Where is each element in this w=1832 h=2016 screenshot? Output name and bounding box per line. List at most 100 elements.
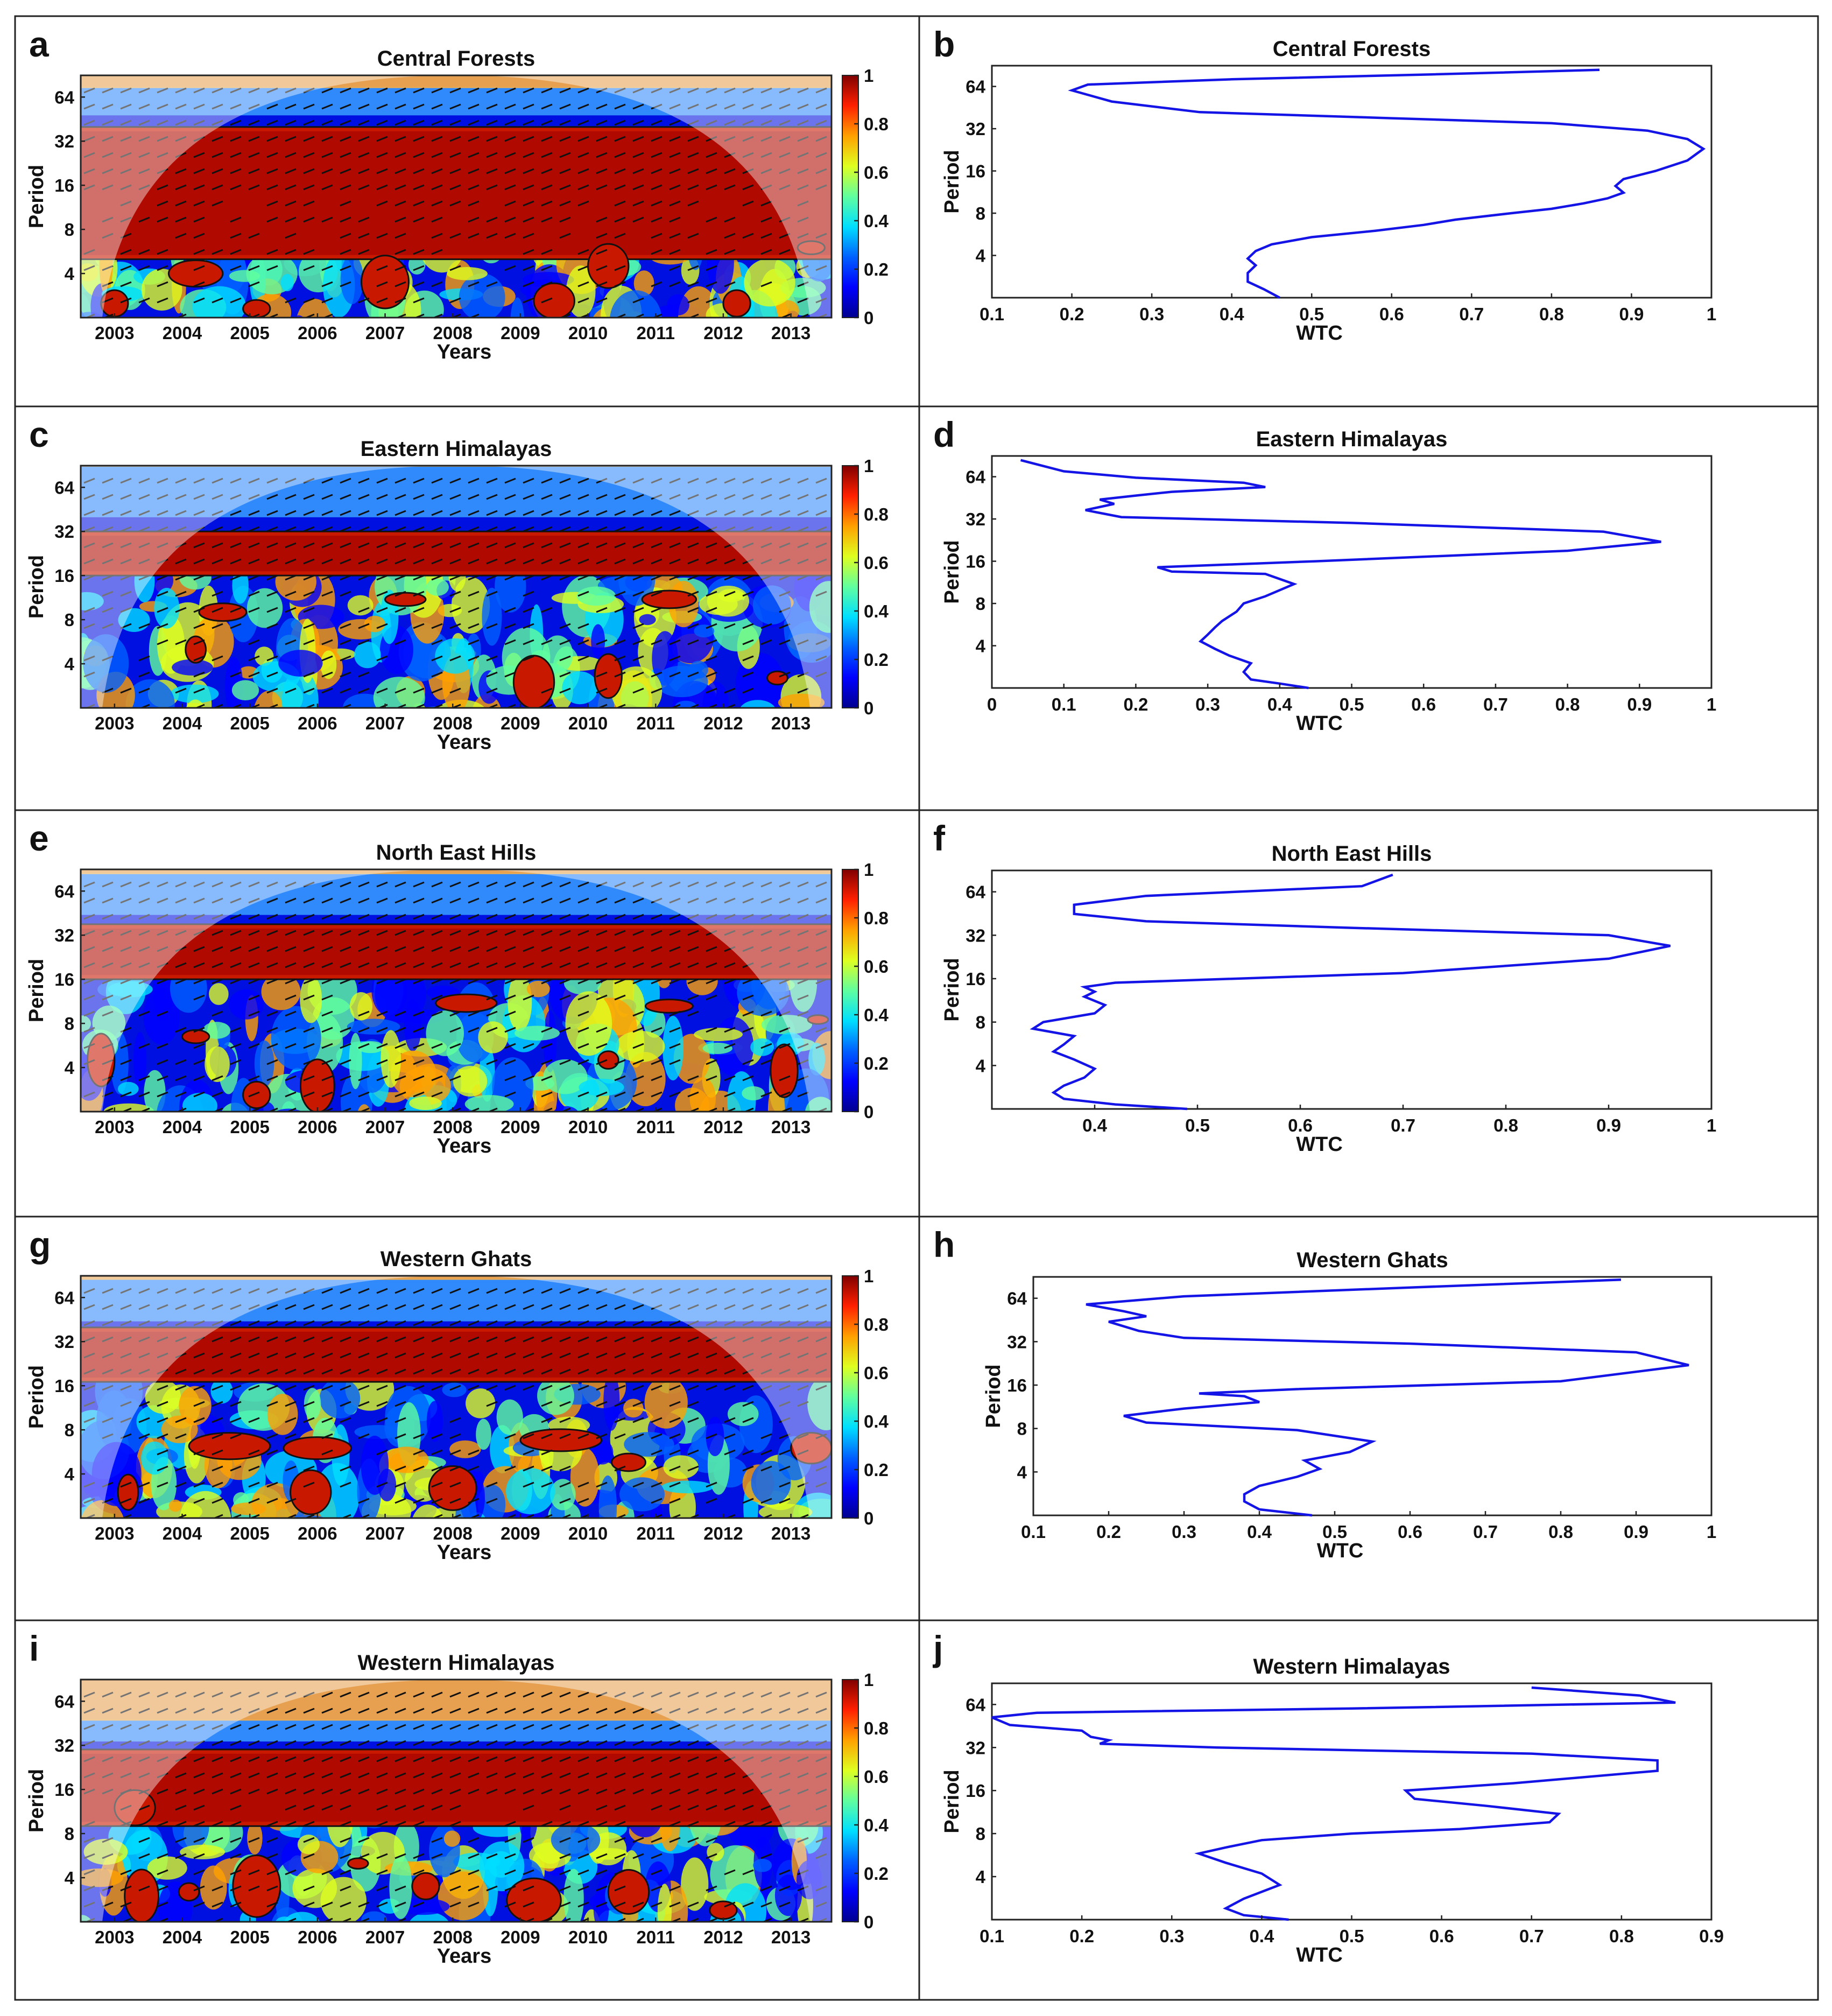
phase-arrow — [175, 558, 187, 565]
phase-arrow — [212, 87, 223, 94]
phase-arrow — [760, 1691, 772, 1698]
phase-arrow — [742, 526, 754, 532]
phase-arrow — [303, 1708, 315, 1714]
phase-arrow — [340, 881, 351, 888]
phase-arrow — [285, 914, 297, 920]
phase-arrow — [596, 494, 608, 500]
phase-arrow — [779, 313, 791, 318]
phase-arrow — [358, 152, 370, 158]
phase-arrow — [742, 1772, 754, 1779]
phase-arrow — [212, 914, 223, 920]
phase-arrow — [779, 1772, 791, 1779]
phase-arrow — [248, 184, 260, 191]
phase-arrow — [193, 87, 205, 94]
phase-arrow — [797, 184, 809, 191]
phase-arrow — [248, 1885, 260, 1892]
phase-arrow — [394, 120, 406, 126]
phase-arrow — [779, 1481, 791, 1488]
y-tick-label: 4 — [65, 1464, 75, 1484]
phase-arrow — [797, 558, 809, 565]
phase-arrow — [266, 1401, 278, 1407]
phase-arrow — [193, 1481, 205, 1488]
y-tick-label: 4 — [65, 1058, 75, 1078]
phase-arrow — [303, 1320, 315, 1326]
phase-arrow — [449, 1417, 461, 1423]
phase-arrow — [138, 1385, 150, 1391]
phase-arrow — [724, 1869, 736, 1875]
significant-region — [722, 289, 751, 318]
phase-arrow — [394, 87, 406, 94]
phase-arrow — [175, 510, 187, 516]
phase-arrow — [449, 1288, 461, 1294]
phase-arrow — [577, 200, 589, 207]
phase-arrow — [230, 510, 242, 516]
significant-region — [435, 993, 498, 1013]
phase-arrow — [706, 639, 717, 645]
phase-arrow — [779, 639, 791, 645]
phase-arrow — [120, 1059, 132, 1065]
phase-arrow — [577, 1772, 589, 1779]
phase-arrow — [303, 1465, 315, 1472]
phase-arrow — [102, 1385, 114, 1391]
phase-arrow — [687, 1756, 699, 1762]
phase-arrow — [596, 136, 608, 142]
phase-arrow — [138, 1091, 150, 1098]
phase-arrow — [614, 1885, 626, 1892]
phase-arrow — [559, 184, 571, 191]
phase-arrow — [651, 87, 663, 94]
phase-arrow — [559, 1304, 571, 1310]
phase-arrow — [340, 1288, 351, 1294]
phase-arrow — [248, 558, 260, 565]
phase-arrow — [266, 1043, 278, 1049]
x-tick-label: 2009 — [501, 713, 540, 733]
phase-arrow — [358, 1043, 370, 1049]
phase-arrow — [285, 1788, 297, 1795]
phase-arrow — [248, 1869, 260, 1875]
phase-arrow — [157, 542, 168, 549]
x-tick-label: 2003 — [95, 1117, 134, 1137]
phase-arrow — [266, 1724, 278, 1730]
y-axis-label: Period — [25, 165, 48, 228]
phase-arrow — [687, 1837, 699, 1843]
phase-arrow — [541, 1465, 553, 1472]
phase-arrow — [248, 671, 260, 678]
phase-arrow — [577, 1368, 589, 1375]
phase-arrow — [175, 87, 187, 94]
heatmap-blob — [349, 1032, 362, 1090]
phase-arrow — [560, 1107, 571, 1112]
phase-arrow — [669, 946, 681, 952]
phase-arrow — [212, 962, 223, 968]
phase-arrow — [193, 994, 205, 1001]
phase-arrow — [285, 1433, 297, 1439]
phase-arrow — [541, 1917, 553, 1922]
panel-letter: f — [933, 818, 946, 858]
phase-arrow — [651, 1724, 663, 1730]
phase-arrow — [212, 704, 223, 708]
phase-arrow — [102, 655, 114, 662]
phase-arrow — [504, 87, 516, 94]
phase-arrow — [742, 994, 754, 1001]
phase-arrow — [120, 184, 132, 191]
y-tick-label: 64 — [54, 1288, 74, 1308]
phase-arrow — [486, 1368, 498, 1375]
phase-arrow — [285, 930, 297, 936]
phase-arrow — [486, 1010, 498, 1017]
phase-arrow — [706, 558, 717, 565]
phase-arrow — [303, 1837, 315, 1843]
phase-arrow — [614, 1740, 626, 1746]
phase-arrow — [376, 574, 388, 581]
phase-arrow — [669, 526, 681, 532]
phase-arrow — [815, 1804, 827, 1811]
phase-arrow — [724, 687, 736, 694]
phase-arrow — [541, 249, 553, 255]
phase-arrow — [614, 1837, 626, 1843]
phase-arrow — [742, 1756, 754, 1762]
phase-arrow — [596, 1901, 608, 1908]
heatmap-blob — [253, 691, 284, 708]
phase-arrow — [266, 655, 278, 662]
phase-arrow — [779, 946, 791, 952]
phase-arrow — [504, 607, 516, 613]
phase-arrow — [577, 249, 589, 255]
phase-arrow — [798, 1514, 809, 1518]
